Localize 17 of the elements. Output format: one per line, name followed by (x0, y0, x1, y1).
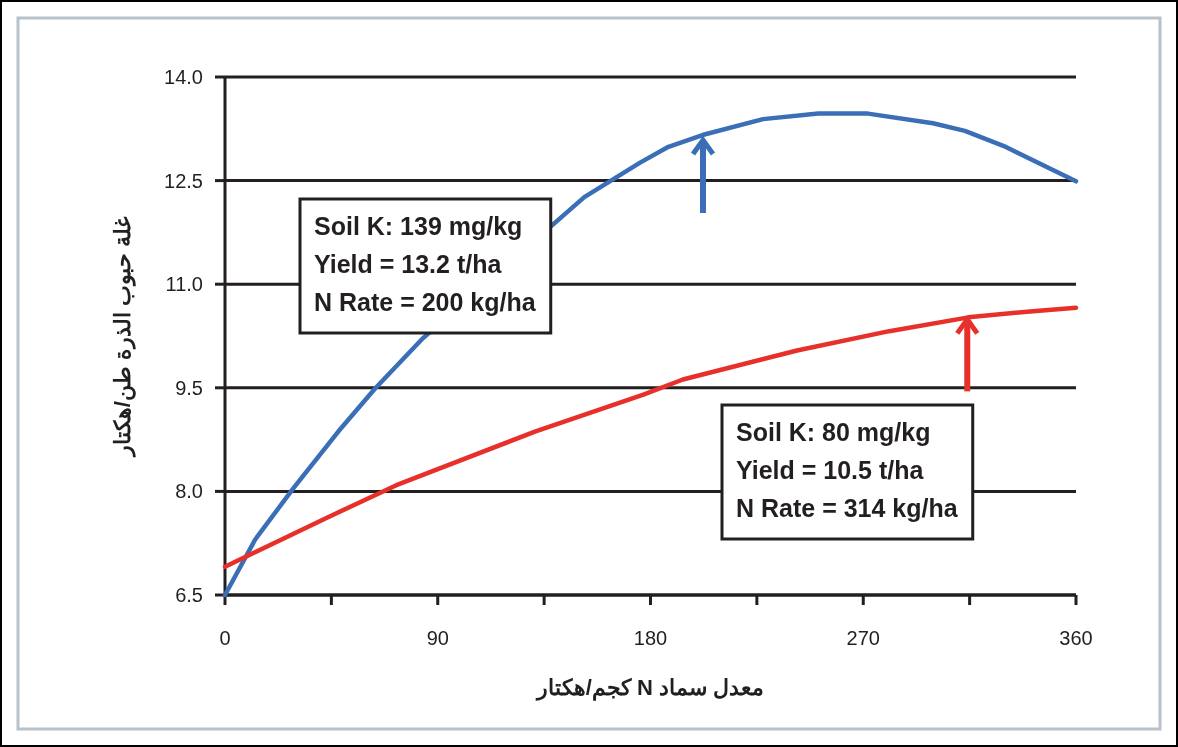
y-tick-label: 14.0 (164, 66, 203, 88)
annotation: Soil K: 139 mg/kg Yield = 13.2 t/ha N Rate = 200 kg/ha (314, 212, 537, 316)
y-tick-label: 9.5 (175, 376, 203, 399)
y-tick-label: 12.5 (164, 169, 203, 192)
x-tick-label: 360 (1059, 627, 1093, 649)
y-tick-label: 6.5 (175, 584, 203, 606)
x-tick-label: 0 (219, 627, 231, 649)
x-tick-label: 270 (846, 627, 880, 649)
y-axis-title: غلة حبوب الذرة طن/هكتار (110, 215, 136, 459)
x-tick-label: 90 (426, 627, 449, 649)
x-tick-label: 180 (633, 627, 668, 649)
annotation: Soil K: 139 mg/kg Yield = 13.2 t/ha N Rate = 200 kg/ha (298, 197, 553, 335)
annotation: Soil K: 80 mg/kg Yield = 10.5 t/ha N Rate = 314 kg/ha (736, 418, 959, 522)
y-tick-label: 11.0 (165, 273, 203, 296)
y-tick-label: 8.0 (175, 480, 203, 503)
x-axis-title: معدل سماد N كجم/هكتار (534, 675, 765, 701)
annotation: Soil K: 80 mg/kg Yield = 10.5 t/ha N Rate = 314 kg/ha (720, 315, 980, 541)
